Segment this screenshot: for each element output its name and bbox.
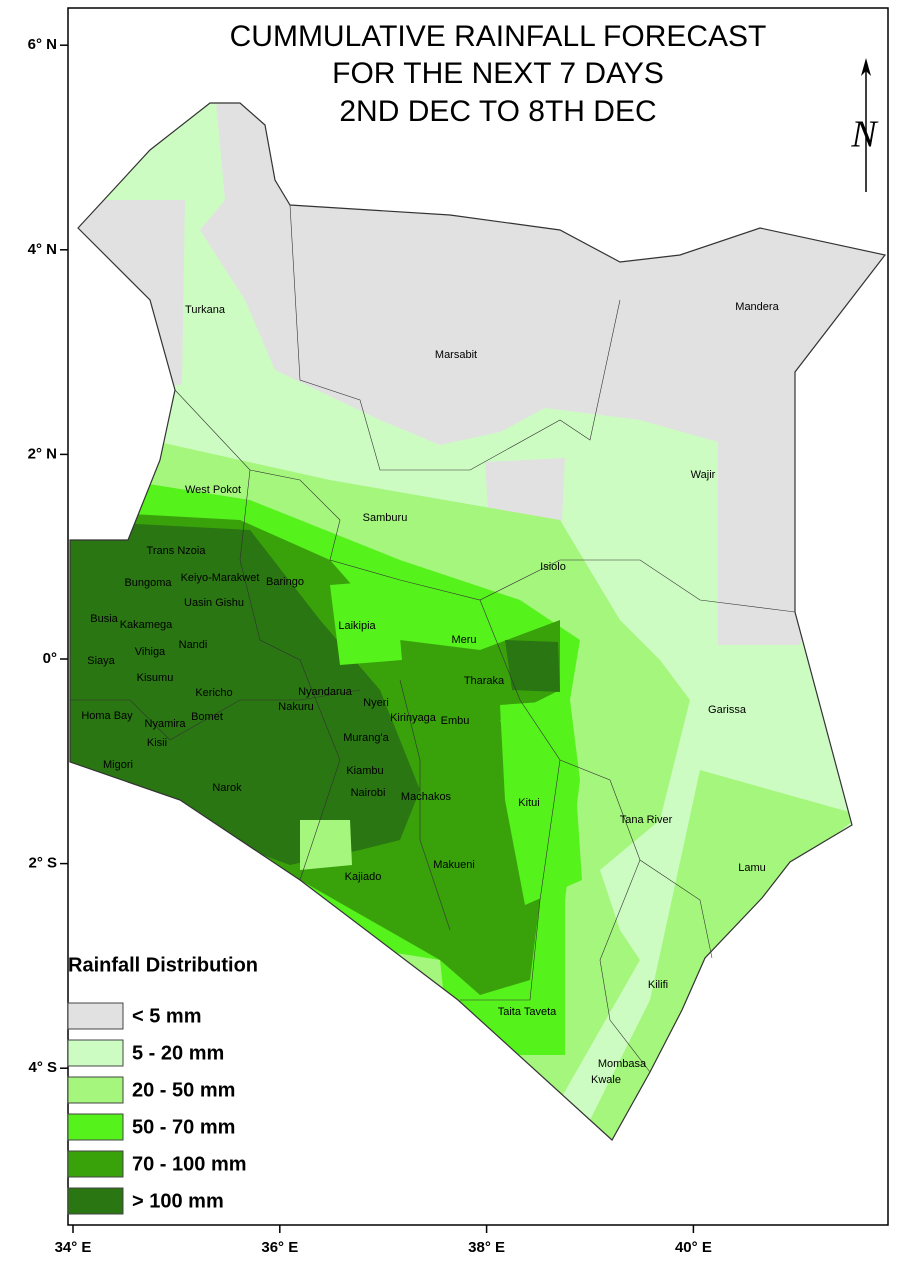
title-line: CUMMULATIVE RAINFALL FORECAST [230, 20, 767, 53]
county-label: Kisii [147, 737, 167, 749]
county-label: Siaya [87, 655, 115, 667]
county-label: Mandera [735, 301, 779, 313]
legend-label: 20 - 50 mm [132, 1079, 235, 1101]
county-label: Trans Nzoia [147, 545, 207, 557]
county-label: Laikipia [338, 620, 376, 632]
lon-tick-label: 36° E [261, 1239, 298, 1256]
zone-gt100 [505, 640, 560, 692]
lon-tick-label: 38° E [468, 1239, 505, 1256]
legend-swatch [67, 1039, 124, 1067]
county-label: Makueni [433, 859, 475, 871]
lat-tick-label: 6° N [28, 36, 57, 53]
legend-swatch [67, 1150, 124, 1178]
county-label: Narok [212, 782, 242, 794]
county-label: Murang'a [343, 732, 389, 744]
legend-swatch [67, 1002, 124, 1030]
county-label: Kisumu [137, 672, 174, 684]
zone-50-70 [330, 580, 402, 665]
north-arrow-head [861, 58, 871, 76]
county-label: Nyandarua [298, 686, 353, 698]
county-label: Homa Bay [81, 710, 133, 722]
legend-label: > 100 mm [132, 1190, 224, 1212]
lon-tick-label: 40° E [675, 1239, 712, 1256]
county-label: Migori [103, 759, 133, 771]
boundary [174, 389, 796, 613]
county-label: Nakuru [278, 701, 313, 713]
county-label: Taita Taveta [498, 1006, 557, 1018]
county-label: Nandi [179, 639, 208, 651]
county-label: Kirinyaga [390, 712, 437, 724]
title-line: FOR THE NEXT 7 DAYS [332, 57, 664, 90]
legend-label: 70 - 100 mm [132, 1153, 247, 1175]
boundary [239, 469, 341, 881]
legend-label: 50 - 70 mm [132, 1116, 235, 1138]
title-line: 2ND DEC TO 8TH DEC [339, 95, 656, 128]
legend-label: 5 - 20 mm [132, 1042, 224, 1064]
lat-tick-label: 4° N [28, 241, 57, 258]
boundary [460, 599, 561, 1001]
county-label: Meru [451, 634, 476, 646]
north-arrow: N [850, 58, 879, 192]
legend-swatch [67, 1076, 124, 1104]
zone-50-70 [500, 700, 582, 905]
county-boundaries [70, 204, 796, 1073]
county-label: Kiambu [346, 765, 383, 777]
county-label: Wajir [691, 469, 716, 481]
county-label: Kilifi [648, 979, 668, 991]
county-label: Kitui [518, 797, 539, 809]
lon-tick-label: 34° E [55, 1239, 92, 1256]
county-label: Marsabit [435, 349, 477, 361]
county-label: Tharaka [464, 675, 505, 687]
county-label: Garissa [708, 704, 747, 716]
north-label: N [850, 114, 879, 156]
lat-tick-label: 2° N [28, 445, 57, 462]
boundary [70, 689, 361, 741]
county-label: Uasin Gishu [184, 597, 244, 609]
county-label: Nyeri [363, 697, 389, 709]
county-label: Bomet [191, 711, 223, 723]
county-label: Embu [441, 715, 470, 727]
legend-swatch [67, 1113, 124, 1141]
legend-label: < 5 mm [132, 1005, 201, 1027]
county-label: Lamu [738, 862, 766, 874]
county-label: Mombasa [598, 1058, 647, 1070]
county-label: Kwale [591, 1074, 621, 1086]
county-label: Kajiado [345, 871, 382, 883]
zone-20-50 [300, 820, 352, 870]
county-label: Turkana [185, 304, 226, 316]
county-label: Tana River [620, 814, 673, 826]
county-label: Kakamega [120, 619, 173, 631]
lat-tick-label: 4° S [28, 1059, 57, 1076]
county-label: Baringo [266, 576, 304, 588]
zone-gt100 [70, 520, 420, 865]
lat-tick-label: 0° [43, 650, 57, 667]
county-label: Nyamira [145, 718, 187, 730]
county-label: Machakos [401, 791, 452, 803]
legend-title: Rainfall Distribution [68, 954, 258, 976]
county-label: Kericho [195, 687, 232, 699]
county-label: Isiolo [540, 561, 566, 573]
county-label: Samburu [363, 512, 408, 524]
county-label: West Pokot [185, 484, 241, 496]
county-label: Bungoma [124, 577, 172, 589]
boundary [599, 859, 651, 1073]
county-label: Nairobi [351, 787, 386, 799]
boundary [399, 679, 451, 931]
boundary [289, 204, 621, 471]
legend-swatch [67, 1187, 124, 1215]
county-label: Vihiga [135, 646, 166, 658]
lat-tick-label: 2° S [28, 855, 57, 872]
county-label: Busia [90, 613, 118, 625]
county-label: Keiyo-Marakwet [181, 572, 260, 584]
